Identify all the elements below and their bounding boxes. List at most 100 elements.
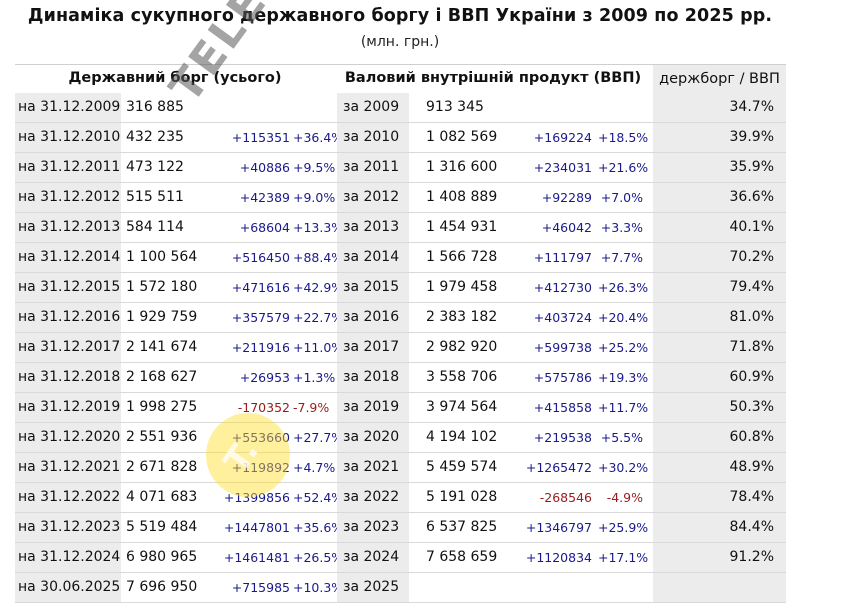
row-debt-change-pct: +10.3% xyxy=(293,580,344,595)
table-row: на 31.12.2009 316 885 за 2009 913 345 34.7% xyxy=(15,93,786,123)
table-row: на 30.06.2025 7 696 950 +715985 +10.3% за 20… xyxy=(15,573,786,603)
row-gdp-change: +111797 xyxy=(533,250,592,265)
row-date: на 30.06.2025 xyxy=(15,573,121,602)
row-gdp: 913 345 xyxy=(426,99,484,115)
row-debt-change: +26953 xyxy=(239,370,290,385)
row-gdp-change-pct: +21.6% xyxy=(598,160,649,175)
row-debt-change: -170352 xyxy=(237,400,290,415)
row-debt: 6 980 965 xyxy=(126,549,198,565)
row-debt-change-pct: +13.3% xyxy=(293,220,344,235)
row-date: на 31.12.2020 xyxy=(15,423,121,452)
row-year: за 2025 xyxy=(337,573,409,602)
row-debt-change: +119892 xyxy=(231,460,290,475)
row-gdp: 1 082 569 xyxy=(426,129,498,145)
row-gdp-change-pct: +25.9% xyxy=(598,520,649,535)
row-debt: 2 551 936 xyxy=(126,429,198,445)
row-gdp-change: -268546 xyxy=(539,490,592,505)
table-row: на 31.12.2013 584 114 +68604 +13.3% за 2013 1… xyxy=(15,213,786,243)
row-year: за 2015 xyxy=(337,273,409,302)
row-gdp-change: +234031 xyxy=(533,160,592,175)
row-debt-change-pct: +42.9% xyxy=(293,280,344,295)
row-gdp: 2 982 920 xyxy=(426,339,498,355)
row-ratio: 84.4% xyxy=(653,513,786,542)
row-gdp-change: +169224 xyxy=(533,130,592,145)
row-debt-change-pct: +35.6% xyxy=(293,520,344,535)
row-year: за 2017 xyxy=(337,333,409,362)
row-gdp-change-pct xyxy=(598,93,643,122)
row-debt-change: +516450 xyxy=(231,250,290,265)
row-gdp: 6 537 825 xyxy=(426,519,498,535)
row-gdp-change-pct: +26.3% xyxy=(598,280,649,295)
row-year: за 2024 xyxy=(337,543,409,572)
row-gdp-change-pct: +11.7% xyxy=(598,400,649,415)
row-date: на 31.12.2011 xyxy=(15,153,121,182)
table-header: Державний борг (усього) Валовий внутрішн… xyxy=(15,65,786,93)
row-debt: 7 696 950 xyxy=(126,579,198,595)
row-debt-change-pct: +11.0% xyxy=(293,340,344,355)
row-debt-change-pct: +88.4% xyxy=(293,250,344,265)
row-ratio: 40.1% xyxy=(653,213,786,242)
row-ratio: 60.9% xyxy=(653,363,786,392)
row-date: на 31.12.2012 xyxy=(15,183,121,212)
row-ratio: 71.8% xyxy=(653,333,786,362)
header-gdp: Валовий внутрішній продукт (ВВП) xyxy=(344,70,642,86)
row-debt-change-pct xyxy=(293,93,325,122)
row-gdp: 5 191 028 xyxy=(426,489,498,505)
table-row: на 31.12.2018 2 168 627 +26953 +1.3% за 2018… xyxy=(15,363,786,393)
row-gdp: 1 566 728 xyxy=(426,249,498,265)
row-year: за 2013 xyxy=(337,213,409,242)
row-ratio: 48.9% xyxy=(653,453,786,482)
row-debt-change: +471616 xyxy=(231,280,290,295)
row-ratio: 81.0% xyxy=(653,303,786,332)
row-debt: 2 141 674 xyxy=(126,339,198,355)
row-gdp-change-pct xyxy=(598,573,643,602)
row-debt-change-pct: +52.4% xyxy=(293,490,344,505)
row-year: за 2011 xyxy=(337,153,409,182)
row-debt-change: +40886 xyxy=(239,160,290,175)
row-year: за 2020 xyxy=(337,423,409,452)
row-debt-change-pct: +27.7% xyxy=(293,430,344,445)
row-debt-change-pct: +9.0% xyxy=(293,190,336,205)
row-gdp: 1 979 458 xyxy=(426,279,498,295)
row-gdp-change: +92289 xyxy=(541,190,592,205)
row-gdp: 3 558 706 xyxy=(426,369,498,385)
row-debt-change: +1461481 xyxy=(223,550,290,565)
row-gdp-change: +403724 xyxy=(533,310,592,325)
row-debt: 2 168 627 xyxy=(126,369,198,385)
header-divider xyxy=(15,64,786,65)
row-debt-change: +42389 xyxy=(239,190,290,205)
row-debt-change: +1447801 xyxy=(223,520,290,535)
row-gdp-change-pct: -4.9% xyxy=(606,490,643,505)
row-gdp: 5 459 574 xyxy=(426,459,498,475)
row-debt-change: +357579 xyxy=(231,310,290,325)
row-ratio: 78.4% xyxy=(653,483,786,512)
table-row: на 31.12.2020 2 551 936 +553660 +27.7% за 20… xyxy=(15,423,786,453)
row-gdp-change-pct: +5.5% xyxy=(600,430,643,445)
table-row: на 31.12.2015 1 572 180 +471616 +42.9% за 20… xyxy=(15,273,786,303)
row-gdp-change: +219538 xyxy=(533,430,592,445)
row-date: на 31.12.2021 xyxy=(15,453,121,482)
watermark-logo-icon xyxy=(206,413,290,497)
table-row: на 31.12.2011 473 122 +40886 +9.5% за 2011 1 … xyxy=(15,153,786,183)
row-gdp-change: +1265472 xyxy=(525,460,592,475)
row-debt: 316 885 xyxy=(126,99,184,115)
row-gdp-change-pct: +19.3% xyxy=(598,370,649,385)
row-ratio: 35.9% xyxy=(653,153,786,182)
row-ratio: 39.9% xyxy=(653,123,786,152)
data-table: на 31.12.2009 316 885 за 2009 913 345 34.7% н… xyxy=(15,93,786,603)
row-debt-change-pct: -7.9% xyxy=(293,400,330,415)
row-date: на 31.12.2014 xyxy=(15,243,121,272)
row-gdp: 7 658 659 xyxy=(426,549,498,565)
row-gdp: 1 454 931 xyxy=(426,219,498,235)
row-date: на 31.12.2017 xyxy=(15,333,121,362)
row-date: на 31.12.2018 xyxy=(15,363,121,392)
row-gdp-change: +412730 xyxy=(533,280,592,295)
row-debt: 1 572 180 xyxy=(126,279,198,295)
row-date: на 31.12.2009 xyxy=(15,93,121,122)
row-debt-change: +115351 xyxy=(231,130,290,145)
row-gdp-change-pct: +17.1% xyxy=(598,550,649,565)
row-debt-change-pct: +36.4% xyxy=(293,130,344,145)
row-gdp-change: +599738 xyxy=(533,340,592,355)
row-gdp: 4 194 102 xyxy=(426,429,498,445)
row-ratio: 79.4% xyxy=(653,273,786,302)
